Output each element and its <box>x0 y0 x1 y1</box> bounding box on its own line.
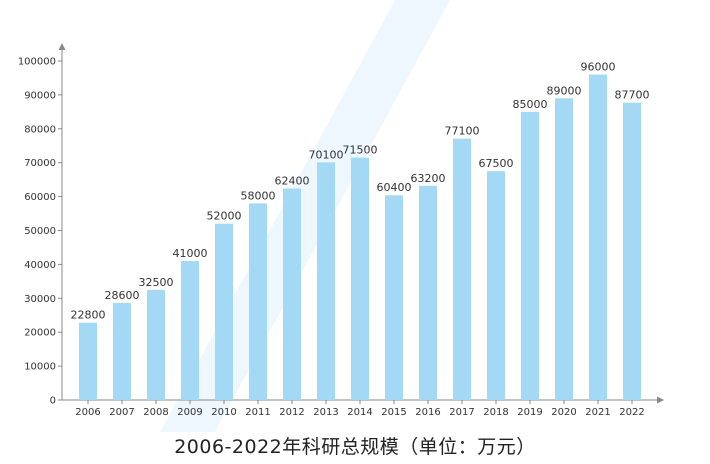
chart-title: 2006-2022年科研总规模（单位：万元） <box>174 436 536 458</box>
x-tick-label: 2010 <box>211 407 236 418</box>
data-label: 87700 <box>615 89 650 102</box>
data-label: 77100 <box>445 125 480 138</box>
bars <box>79 74 641 401</box>
y-axis-arrow <box>58 43 66 50</box>
bar <box>249 203 267 400</box>
data-label: 63200 <box>411 172 446 185</box>
bar <box>589 74 607 400</box>
data-label: 62400 <box>275 174 310 187</box>
bar <box>487 171 505 400</box>
x-tick-label: 2019 <box>517 407 542 418</box>
y-axis-ticks: 0 10000 20000 30000 40000 50000 60000 70000 8000… <box>18 57 62 407</box>
y-tick-label: 40000 <box>24 260 56 271</box>
x-tick-label: 2020 <box>551 407 576 418</box>
x-tick-label: 2014 <box>347 407 372 418</box>
y-tick-label: 10000 <box>24 362 56 373</box>
x-tick-label: 2009 <box>177 407 202 418</box>
x-tick-label: 2015 <box>381 407 406 418</box>
x-tick-label: 2008 <box>143 407 168 418</box>
bar-chart: 0 10000 20000 30000 40000 50000 60000 70000 8000… <box>18 0 664 432</box>
data-label: 71500 <box>343 144 378 157</box>
x-tick-label: 2013 <box>313 407 338 418</box>
x-tick-label: 2011 <box>245 407 270 418</box>
bar <box>385 195 403 400</box>
bar <box>181 261 199 400</box>
data-label: 58000 <box>241 189 276 202</box>
bar <box>317 162 335 400</box>
bar <box>215 223 233 400</box>
data-label: 67500 <box>479 157 514 170</box>
data-label: 70100 <box>309 148 344 161</box>
bar <box>113 303 131 400</box>
data-label: 22800 <box>71 309 106 322</box>
data-label: 41000 <box>173 247 208 260</box>
x-tick-label: 2018 <box>483 407 508 418</box>
bar <box>623 102 641 401</box>
background-stripe <box>160 0 450 432</box>
y-tick-label: 70000 <box>24 158 56 169</box>
bar <box>147 289 165 400</box>
y-tick-label: 100000 <box>18 57 56 68</box>
x-axis-ticks: 2006 2007 2008 2009 2010 2011 2012 2013 2014 2015… <box>75 400 645 418</box>
bar <box>555 98 573 400</box>
data-label: 85000 <box>513 98 548 111</box>
x-tick-label: 2022 <box>619 407 644 418</box>
y-tick-label: 20000 <box>24 328 56 339</box>
data-label: 52000 <box>207 210 242 223</box>
y-tick-label: 80000 <box>24 124 56 135</box>
data-label: 32500 <box>139 276 174 289</box>
bar <box>351 157 369 400</box>
x-axis-arrow <box>657 396 664 404</box>
y-tick-label: 60000 <box>24 192 56 203</box>
y-tick-label: 0 <box>50 396 56 407</box>
data-label: 28600 <box>105 289 140 302</box>
x-tick-label: 2017 <box>449 407 474 418</box>
data-label: 96000 <box>581 61 616 74</box>
y-tick-label: 30000 <box>24 294 56 305</box>
x-tick-label: 2012 <box>279 407 304 418</box>
data-label: 89000 <box>547 84 582 97</box>
x-tick-label: 2006 <box>75 407 100 418</box>
x-tick-label: 2021 <box>585 407 610 418</box>
bar <box>521 111 539 400</box>
x-tick-label: 2007 <box>109 407 134 418</box>
x-tick-label: 2016 <box>415 407 440 418</box>
y-tick-label: 90000 <box>24 90 56 101</box>
data-label: 60400 <box>377 181 412 194</box>
bar <box>453 138 471 401</box>
bar <box>79 322 97 400</box>
y-tick-label: 50000 <box>24 226 56 237</box>
bar <box>419 185 437 400</box>
bar <box>283 188 301 400</box>
